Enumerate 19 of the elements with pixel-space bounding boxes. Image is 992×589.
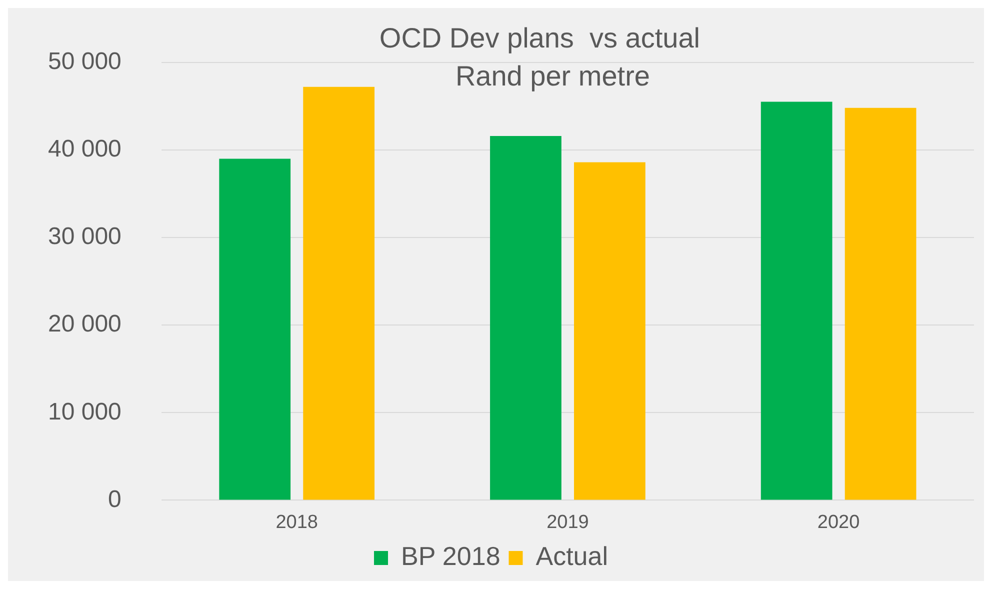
legend-label: BP 2018 bbox=[400, 541, 500, 572]
y-tick-label: 30 000 bbox=[48, 223, 122, 250]
x-tick-label: 2019 bbox=[546, 512, 589, 533]
y-tick-label: 20 000 bbox=[48, 310, 122, 338]
y-tick-label: 0 bbox=[108, 486, 122, 513]
x-tick-label: 2020 bbox=[817, 512, 860, 533]
text: Rand per metre bbox=[455, 60, 650, 92]
bar bbox=[490, 136, 562, 500]
legend-label: Actual bbox=[536, 541, 608, 572]
y-tick-label: 50 000 bbox=[48, 48, 122, 76]
bar bbox=[844, 108, 916, 500]
bar bbox=[574, 162, 646, 500]
y-tick-label: 10 000 bbox=[48, 398, 122, 426]
text: OCD Dev plans vs actual bbox=[379, 22, 700, 54]
x-tick-label: 2018 bbox=[276, 512, 318, 533]
bar bbox=[219, 158, 291, 500]
y-tick-label: 40 000 bbox=[48, 136, 122, 163]
bar bbox=[760, 102, 832, 500]
bar bbox=[303, 86, 375, 500]
